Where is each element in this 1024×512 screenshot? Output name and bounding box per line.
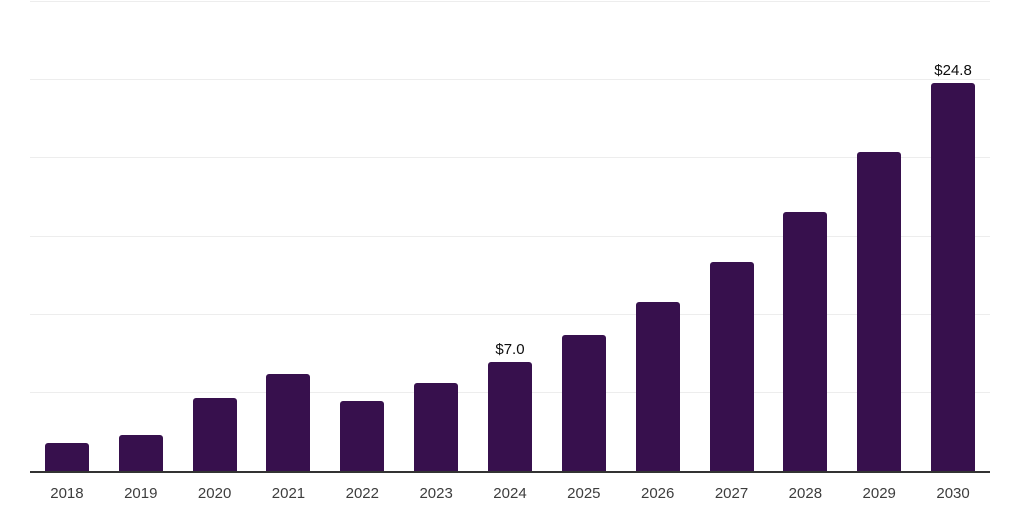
bar-column-2029 [842, 2, 916, 471]
bar-value-label-2024: $7.0 [495, 340, 525, 358]
x-tick-label-2028: 2028 [788, 485, 823, 502]
gridline-25 [30, 79, 990, 81]
x-tick-label-2020: 2020 [197, 485, 232, 502]
bar-2028 [783, 211, 828, 471]
bar-column-2024: $7.0 [473, 2, 547, 471]
bar-2029 [857, 152, 902, 471]
x-tick-label-2021: 2021 [271, 485, 306, 502]
x-tick-label-2022: 2022 [345, 485, 379, 502]
bar-2020 [192, 397, 237, 471]
bar-2026 [635, 302, 680, 471]
bar-2025 [561, 335, 606, 471]
bar-column-2028 [768, 2, 842, 471]
gridline-30 [30, 1, 990, 2]
x-tick-label-2018: 2018 [50, 485, 84, 502]
bar-2030 [931, 83, 976, 471]
bar-value-label-2030: $24.8 [934, 62, 972, 80]
x-tick-label-2023: 2023 [419, 485, 453, 502]
x-tick-label-2019: 2019 [124, 485, 158, 502]
bar-column-2021 [252, 2, 326, 471]
x-tick-label-2025: 2025 [567, 485, 601, 502]
bar-2024 [487, 361, 532, 471]
gridline-15 [30, 235, 990, 237]
plot-area: $7.0 $24.8 [30, 1, 990, 473]
bar-column-2027 [695, 2, 769, 471]
gridline-10 [30, 313, 990, 315]
bar-column-2019 [104, 2, 178, 471]
gridline-20 [30, 157, 990, 159]
x-tick-label-2029: 2029 [862, 485, 896, 502]
x-axis-tick-labels: 2018 2019 2020 2021 2022 2023 2024 2025 2026 2027… [30, 485, 990, 502]
bar-column-2018 [30, 2, 104, 471]
x-tick-label-2026: 2026 [640, 485, 675, 502]
bar-2018 [44, 442, 89, 471]
x-tick-label-2027: 2027 [714, 485, 749, 502]
bar-2021 [266, 374, 311, 471]
bar-column-2022 [325, 2, 399, 471]
bar-2027 [709, 261, 754, 471]
bar-series: $7.0 $24.8 [30, 2, 990, 471]
bar-2019 [118, 435, 163, 471]
x-tick-label-2030: 2030 [936, 485, 970, 502]
bar-column-2020 [178, 2, 252, 471]
bar-2022 [340, 400, 385, 471]
bar-column-2023 [399, 2, 473, 471]
bar-column-2025 [547, 2, 621, 471]
bar-column-2030: $24.8 [916, 2, 990, 471]
x-tick-label-2024: 2024 [493, 485, 527, 502]
bar-2023 [414, 383, 459, 471]
bar-column-2026 [621, 2, 695, 471]
